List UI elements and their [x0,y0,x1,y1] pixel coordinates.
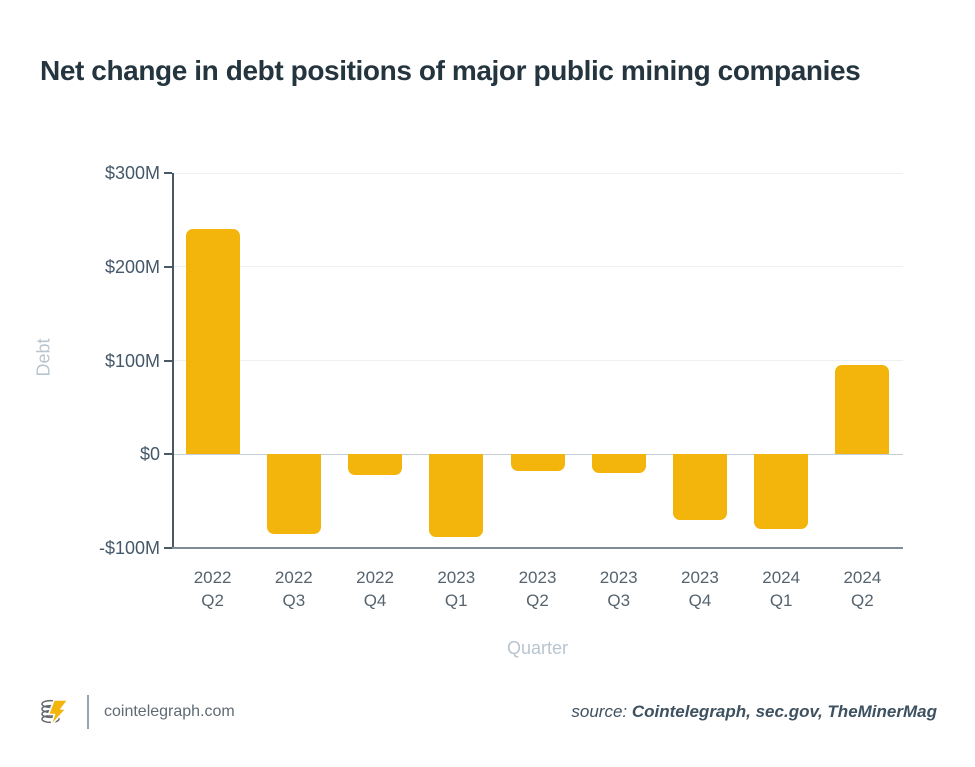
gridline [172,360,903,361]
x-axis-label: Quarter [506,638,569,658]
bar-2022-q4 [348,454,403,475]
footer-divider [87,695,89,729]
footer: cointelegraph.com source: Cointelegraph,… [40,690,937,734]
bar-2024-q1 [754,454,809,530]
bar-2023-q1 [429,454,484,537]
plot-area [164,172,903,549]
footer-branding: cointelegraph.com [40,695,235,729]
y-tick-label: $200M [104,256,160,277]
x-tick-label: 2022 Q3 [274,568,313,610]
bar-2023-q3 [591,454,646,473]
y-tick-label: $100M [104,350,160,371]
bar-2022-q3 [266,454,321,534]
bar-2024-q2 [835,365,890,455]
source-credit: source: Cointelegraph, sec.gov, TheMiner… [571,702,937,722]
x-tick-label: 2022 Q2 [193,568,232,610]
x-tick-label: 2023 Q3 [599,568,638,610]
y-axis-label: Debt [33,338,54,377]
source-names: Cointelegraph, sec.gov, TheMinerMag [631,702,937,721]
gridline [172,266,903,268]
x-axis-line [164,546,903,549]
x-tick-label: 2023 Q2 [518,568,557,610]
bar-2023-q2 [510,454,565,472]
x-tick-label: 2024 Q1 [762,568,801,610]
y-axis-tick [164,359,172,362]
x-tick-label: 2023 Q4 [681,568,719,610]
y-tick-label: $300M [104,163,160,183]
page-title: Net change in debt positions of major pu… [40,54,861,86]
x-tick-label: 2024 Q2 [843,568,882,610]
y-axis-line [172,173,174,548]
x-tick-label: 2022 Q4 [356,568,394,610]
y-axis-tick [164,172,172,174]
x-tick-label: 2023 Q1 [437,568,476,610]
y-axis-tick [164,265,172,268]
site-url: cointelegraph.com [104,703,235,720]
bar-2023-q4 [672,454,727,520]
bar-2022-q2 [185,229,240,455]
y-tick-label: $0 [139,444,160,465]
y-tick-label: -$100M [98,538,160,558]
cointelegraph-logo-icon [40,696,70,728]
gridline [172,172,903,174]
source-prefix: source: [571,702,628,721]
y-axis-tick [164,453,172,456]
y-axis-tick [164,547,172,549]
